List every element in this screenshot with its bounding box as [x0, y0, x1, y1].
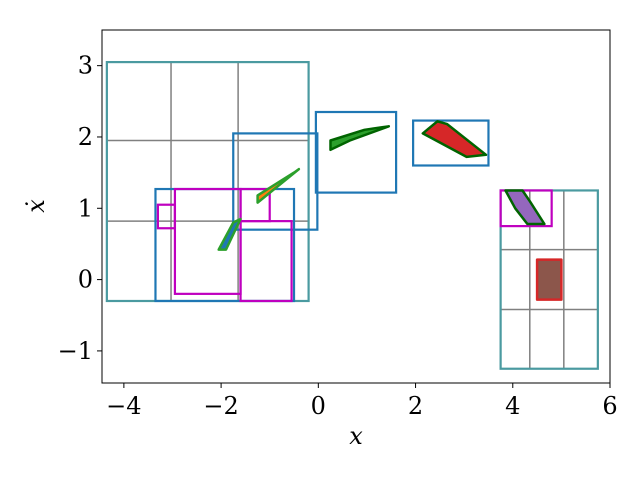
axis-ticks: −4 −2 0 2 4 6 −1 0 1 2 3: [58, 52, 618, 420]
reach-set-4: [504, 189, 546, 226]
y-tick-label: 0: [78, 266, 93, 294]
reach-set-1: [256, 167, 301, 204]
data-series: [217, 120, 563, 301]
x-tick-label: 4: [505, 392, 520, 420]
region-box-10: [499, 189, 553, 228]
x-tick-label: 6: [602, 392, 617, 420]
y-tick-label: 1: [78, 194, 93, 222]
region-box-5: [412, 119, 490, 167]
x-tick-label: −2: [203, 392, 238, 420]
x-tick-label: 2: [408, 392, 423, 420]
reach-set-0: [217, 217, 242, 251]
y-axis-label: ẋ: [22, 199, 50, 213]
y-tick-label: 3: [78, 52, 93, 80]
reach-set-2: [329, 125, 391, 152]
region-box-2: [232, 132, 319, 231]
region-box-9: [239, 187, 271, 223]
reach-set-5: [535, 258, 563, 301]
x-tick-label: 0: [311, 392, 326, 420]
region-box-6: [156, 203, 177, 230]
plot-frame: [101, 29, 611, 384]
x-tick-label: −4: [106, 392, 141, 420]
region-box-4: [314, 110, 398, 194]
x-axis-label: x: [349, 422, 363, 450]
region-boxes: [105, 60, 599, 370]
y-tick-label: −1: [58, 337, 93, 365]
reach-set-3: [421, 120, 488, 159]
region-box-8: [239, 220, 293, 303]
y-tick-label: 2: [78, 123, 93, 151]
